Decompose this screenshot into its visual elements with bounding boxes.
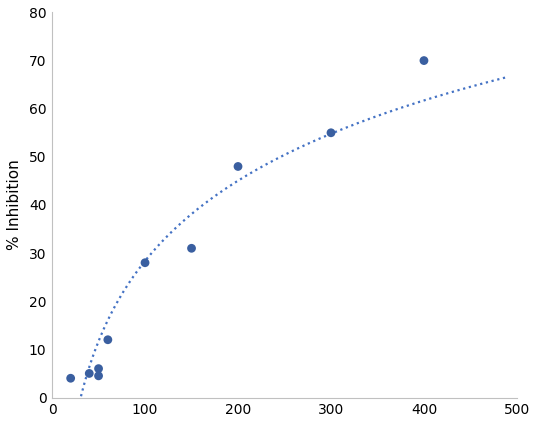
Point: [419, 57, 428, 64]
Point: [95, 365, 103, 372]
Point: [104, 336, 112, 343]
Point: [95, 372, 103, 379]
Point: [85, 370, 93, 377]
Point: [141, 259, 149, 266]
Point: [234, 163, 242, 170]
Point: [326, 129, 335, 136]
Point: [187, 245, 196, 252]
Y-axis label: % Inhibition: % Inhibition: [7, 159, 22, 250]
Point: [67, 375, 75, 382]
